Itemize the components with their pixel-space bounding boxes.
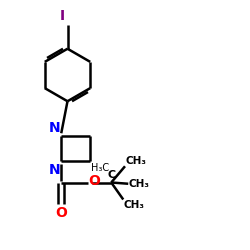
Text: CH₃: CH₃ (124, 200, 145, 210)
Text: CH₃: CH₃ (126, 156, 147, 166)
Text: CH₃: CH₃ (129, 179, 150, 189)
Text: N: N (48, 121, 60, 135)
Text: H₃C: H₃C (91, 163, 110, 173)
Text: N: N (48, 162, 60, 176)
Text: O: O (55, 206, 67, 220)
Text: I: I (60, 8, 64, 22)
Text: C: C (107, 170, 115, 180)
Text: O: O (88, 174, 100, 188)
